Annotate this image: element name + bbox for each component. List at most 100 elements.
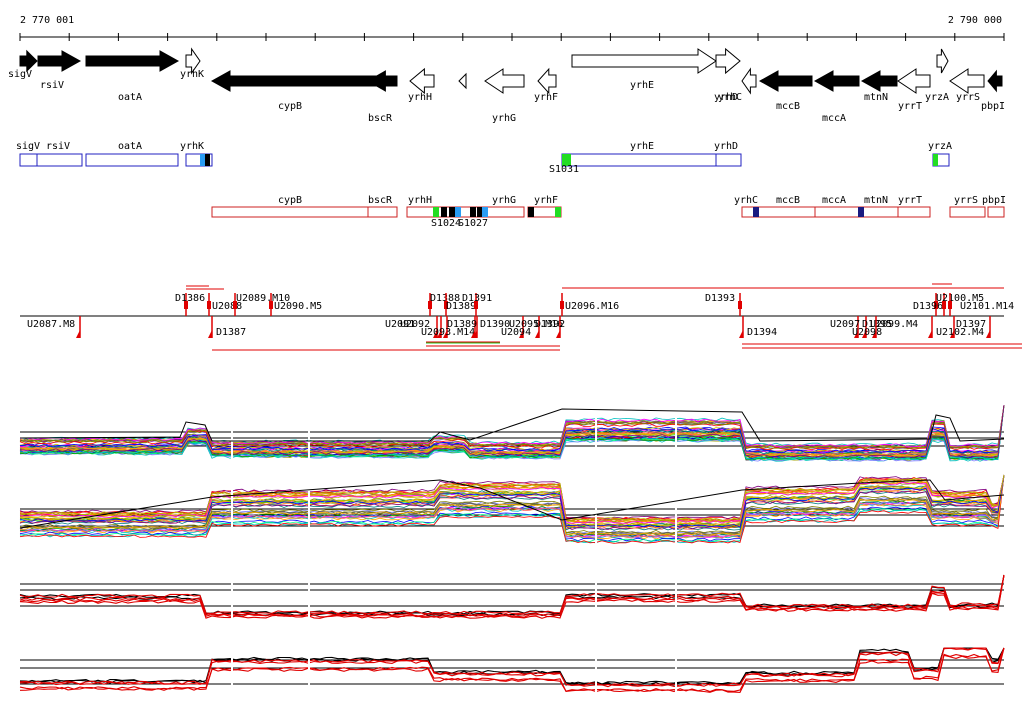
promoter-label: U2096.M16 <box>565 301 619 312</box>
gene-label-yrhF: yrhF <box>534 92 558 103</box>
profile-line <box>19 404 1005 461</box>
profile-line <box>19 404 1005 451</box>
promoter-label: U2090.M5 <box>274 301 322 312</box>
gene-label-oatA: oatA <box>118 92 142 103</box>
gene-label-yrrS: yrrS <box>956 92 980 103</box>
gene-label-yrhG: yrhG <box>492 113 516 124</box>
promoter-flag <box>942 301 946 309</box>
promoter-flag <box>934 301 938 309</box>
unit-label: yrhF <box>534 195 558 206</box>
profile-line <box>19 474 1005 527</box>
gene-arrow-rsiV <box>37 50 82 72</box>
promoter-flag <box>872 330 876 338</box>
unit-marker <box>477 207 483 217</box>
promoter-flag <box>184 301 188 309</box>
promoter-label: U2100.M5 <box>936 293 984 304</box>
ruler-end-label: 2 790 000 <box>948 15 1002 26</box>
gene-arrow-mccA <box>813 70 860 92</box>
promoter-label: D1395 <box>862 319 892 330</box>
promoter-flag <box>986 330 990 338</box>
gene-arrow-cypB <box>210 70 398 92</box>
profile-line <box>19 404 1005 450</box>
minus-unit <box>406 206 525 218</box>
gene-label-yrhH: yrhH <box>408 92 432 103</box>
unit-marker <box>433 207 439 217</box>
gene-track: sigV rsiV oatA yrhK cypB bscR yrhH yrhG yrhF yrhE… <box>8 47 1005 124</box>
promoter-label: D1396 <box>913 301 943 312</box>
plus-unit <box>561 153 742 167</box>
promoter-flag <box>437 330 441 338</box>
promoter-flag <box>556 330 560 338</box>
promoter-label: U2098 <box>852 327 882 338</box>
promoter-flag <box>862 330 866 338</box>
unit-label: mccB <box>776 195 800 206</box>
unit-label: yrhC <box>734 195 758 206</box>
unit-label: yrrT <box>898 195 922 206</box>
promoter-label: U2099.M4 <box>870 319 918 330</box>
coordinate-ruler: 2 770 001 2 790 000 <box>19 15 1005 41</box>
unit-label: yrhE <box>630 141 654 152</box>
promoter-flag <box>233 301 237 309</box>
promoter-label: U2094 <box>501 327 531 338</box>
profile-line <box>19 474 1005 544</box>
unit-label: yrhH <box>408 195 432 206</box>
sigma-label: S1031 <box>549 164 579 175</box>
gene-label-yrhE: yrhE <box>630 80 654 91</box>
gene-label-mtnN: mtnN <box>864 92 888 103</box>
promoter-flag <box>207 301 211 309</box>
promoter-label: U2093.M14 <box>421 327 475 338</box>
unit-label: sigV <box>16 141 40 152</box>
promoter-track: D1386U2088U2089.M10U2090.M5D1388D1389D13… <box>20 283 1022 351</box>
unit-label: yrhK <box>180 141 204 152</box>
unit-label: oatA <box>118 141 142 152</box>
gene-label-yrhK: yrhK <box>180 69 204 80</box>
unit-marker <box>449 207 455 217</box>
minus-unit <box>949 206 986 218</box>
profile-line <box>19 404 1005 450</box>
sigma-label: S1024 <box>431 218 461 229</box>
minus-unit <box>211 206 398 218</box>
profile-line <box>19 474 1005 538</box>
unit-label: yrzA <box>928 141 952 152</box>
promoter-label: D1389 <box>447 319 477 330</box>
profile-line <box>19 474 1005 522</box>
profile-line <box>20 474 1005 531</box>
gene-arrow-yrrT <box>897 68 931 94</box>
gene-label-rsiV: rsiV <box>40 80 64 91</box>
gene-label-bscR: bscR <box>368 113 393 124</box>
unit-label: pbpI <box>982 195 1006 206</box>
promoter-flag <box>535 330 539 338</box>
plus-unit <box>85 153 179 167</box>
profile-line <box>19 474 1005 536</box>
promoter-flag <box>560 301 564 309</box>
gene-label-yrrT: yrrT <box>898 101 922 112</box>
profile-line <box>19 404 1005 458</box>
promoter-label: U2089.M10 <box>236 293 290 304</box>
gene-arrow-sigV <box>19 49 38 73</box>
profile-line <box>19 474 1005 520</box>
promoter-label: D1386 <box>175 293 205 304</box>
profile-line <box>19 574 1005 617</box>
unit-marker <box>858 207 864 217</box>
gene-label-mccB: mccB <box>776 101 800 112</box>
unit-marker <box>200 154 205 166</box>
gene-label-yrhC: yrhC <box>718 92 742 103</box>
unit-label: cypB <box>278 195 302 206</box>
promoter-label: D1388 <box>430 293 460 304</box>
unit-label: rsiV <box>46 141 70 152</box>
promoter-flag <box>208 330 212 338</box>
profile-line-top <box>19 408 1005 442</box>
ruler-start-label: 2 770 001 <box>20 15 74 26</box>
gene-arrow-bscR <box>366 70 398 92</box>
profile-line <box>19 474 1005 539</box>
promoter-flag <box>444 301 448 309</box>
gene-arrow-yrhG <box>484 68 525 94</box>
unit-label: yrhD <box>714 141 738 152</box>
unit-marker <box>205 154 210 166</box>
unit-label: yrhG <box>492 195 516 206</box>
promoter-label: D1392 <box>535 319 565 330</box>
promoter-flag <box>443 330 447 338</box>
promoter-label: U2091 <box>385 319 415 330</box>
promoter-label: D1397 <box>956 319 986 330</box>
